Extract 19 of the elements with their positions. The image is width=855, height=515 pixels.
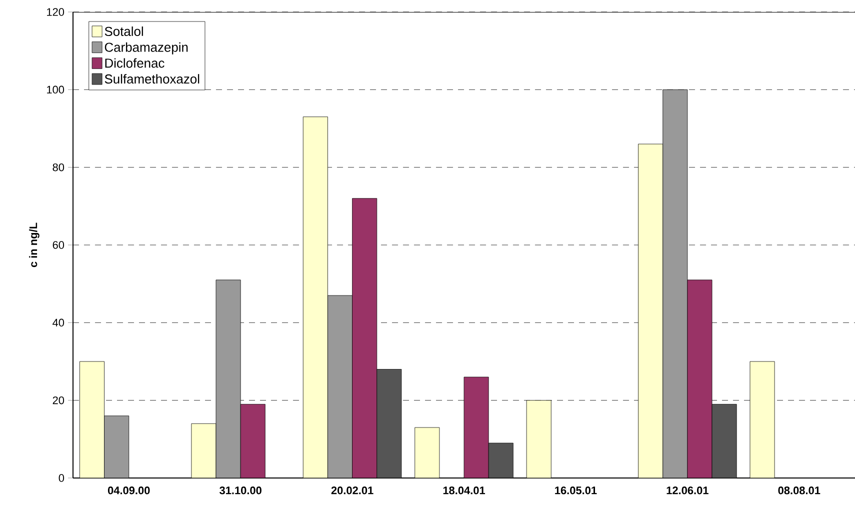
y-tick-label: 20 (52, 396, 64, 404)
y-tick-label: 40 (52, 318, 64, 327)
y-axis-title: c in ng/L (29, 222, 40, 268)
y-tick-label: 0 (58, 474, 64, 482)
x-tick-label: 12.06.01 (666, 486, 708, 494)
x-tick-label: 08.08.01 (778, 486, 820, 494)
x-tick-label: 20.02.01 (331, 486, 374, 494)
y-tick-label: 60 (52, 241, 64, 249)
legend-label: Diclofenac (105, 58, 164, 68)
y-tick-label: 80 (52, 163, 64, 172)
y-tick-label: 100 (47, 86, 64, 94)
legend-label: Carbamazepin (104, 42, 188, 54)
legend-label: Sotalol (104, 26, 143, 36)
legend-label: Sulfamethoxazol (104, 74, 200, 84)
x-tick-label: 04.09.00 (108, 486, 150, 494)
x-tick-label: 16.05.01 (555, 486, 597, 494)
y-tick-label: 120 (47, 8, 64, 16)
x-tick-label: 18.04.01 (443, 486, 486, 494)
x-tick-label: 31.10.00 (220, 486, 262, 494)
